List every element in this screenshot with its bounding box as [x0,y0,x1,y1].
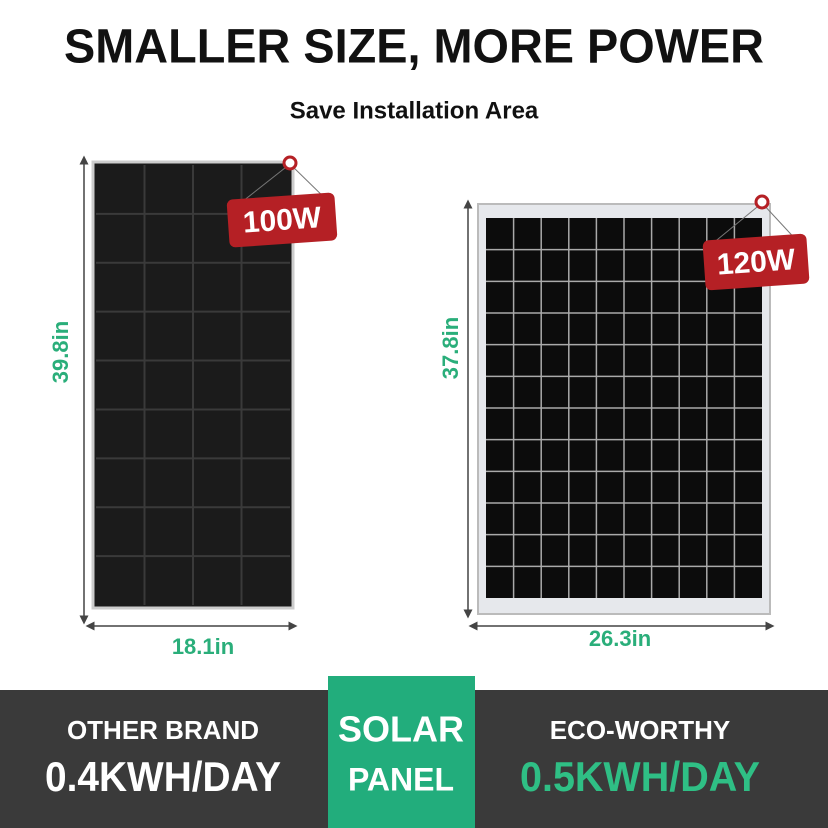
width-label: 18.1in [172,634,234,659]
height-label: 39.8in [48,321,73,383]
brand-label: ECO-WORTHY [550,715,731,745]
power-label: 100W [242,201,323,239]
power-label: 120W [716,243,797,281]
width-label: 26.3in [589,626,651,651]
brand-value: 0.5KWH/DAY [520,753,760,800]
footer-left [0,690,328,828]
power-tag: 100W [226,155,338,248]
dimension-lines [79,155,775,631]
height-label: 37.8in [438,317,463,379]
footer-center [328,676,475,828]
center-line: SOLAR [338,709,464,750]
footer-right [475,690,828,828]
subtitle: Save Installation Area [290,97,539,124]
center-line: PANEL [348,761,454,797]
brand-value: 0.4KWH/DAY [45,753,281,800]
panel-left-grid [96,165,290,605]
power-tag: 120W [702,194,810,291]
brand-label: OTHER BRAND [67,715,259,745]
panel-right-grid [486,218,762,598]
title: SMALLER SIZE, MORE POWER [64,21,764,74]
